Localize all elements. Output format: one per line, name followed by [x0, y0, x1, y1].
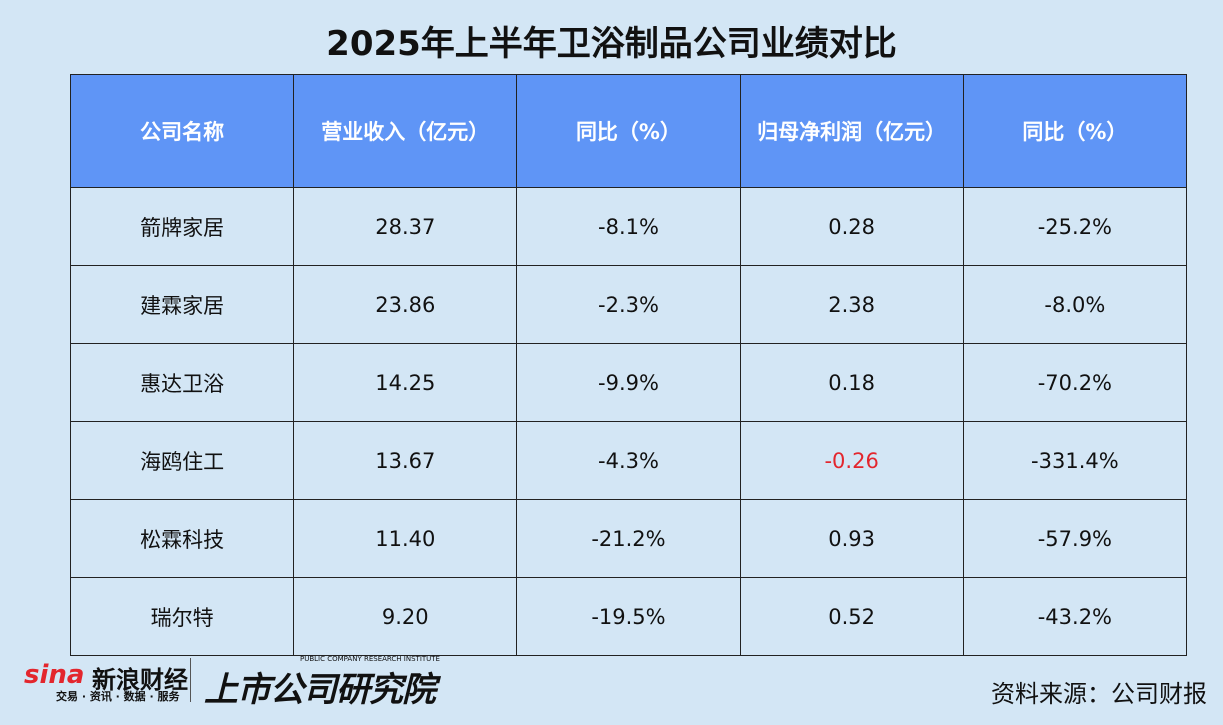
value-cell: -331.4%: [962, 421, 1188, 500]
institute: 上市公司研究院: [204, 670, 436, 710]
company-cell: 惠达卫浴: [69, 343, 295, 422]
table-row: 松霖科技 11.40 -21.2% 0.93 -57.9%: [69, 499, 1188, 578]
title: 2025年上半年卫浴制品公司业绩对比: [326, 24, 897, 64]
value-cell: 2.38: [739, 265, 964, 344]
table-row: 海鸥住工 13.67 -4.3% -0.26 -331.4%: [69, 421, 1188, 500]
value-cell: -57.9%: [962, 499, 1188, 578]
table-row: 箭牌家居 28.37 -8.1% 0.28 -25.2%: [69, 187, 1188, 266]
value-cell: -8.0%: [962, 265, 1188, 344]
value-cell: -8.1%: [516, 187, 741, 266]
value-cell: 9.20: [293, 577, 518, 656]
header-cell: 归母净利润（亿元）: [739, 74, 964, 188]
value-cell: 13.67: [293, 421, 518, 500]
value-cell: 0.18: [739, 343, 964, 422]
value-cell: -19.5%: [516, 577, 741, 656]
value-cell: -70.2%: [962, 343, 1188, 422]
value-cell: -43.2%: [962, 577, 1188, 656]
source: 资料来源：公司财报: [991, 680, 1207, 708]
value-cell: 0.93: [739, 499, 964, 578]
header-cell: 公司名称: [69, 74, 295, 188]
value-cell: -4.3%: [516, 421, 741, 500]
value-cell: 11.40: [293, 499, 518, 578]
table-row: 建霖家居 23.86 -2.3% 2.38 -8.0%: [69, 265, 1188, 344]
company-cell: 海鸥住工: [69, 421, 295, 500]
institute-en: PUBLIC COMPANY RESEARCH INSTITUTE: [300, 655, 440, 663]
company-cell: 松霖科技: [69, 499, 295, 578]
header-row: 公司名称 营业收入（亿元） 同比（%） 归母净利润（亿元） 同比（%）: [69, 74, 1188, 188]
value-cell: -9.9%: [516, 343, 741, 422]
table: 公司名称 营业收入（亿元） 同比（%） 归母净利润（亿元） 同比（%） 箭牌家居…: [69, 74, 1188, 656]
brand-name: 新浪财经: [92, 666, 188, 694]
brand-logo: sina: [24, 660, 85, 690]
header-cell: 营业收入（亿元）: [293, 74, 518, 188]
header-cell: 同比（%）: [962, 74, 1188, 188]
value-cell: 23.86: [293, 265, 518, 344]
company-cell: 箭牌家居: [69, 187, 295, 266]
value-cell: 28.37: [293, 187, 518, 266]
header-cell: 同比（%）: [516, 74, 741, 188]
value-cell: -2.3%: [516, 265, 741, 344]
value-cell: 0.52: [739, 577, 964, 656]
table-row: 瑞尔特 9.20 -19.5% 0.52 -43.2%: [69, 577, 1188, 656]
value-cell: -0.26: [739, 421, 964, 500]
value-cell: -21.2%: [516, 499, 741, 578]
value-cell: -25.2%: [962, 187, 1188, 266]
company-cell: 瑞尔特: [69, 577, 295, 656]
value-cell: 14.25: [293, 343, 518, 422]
table-row: 惠达卫浴 14.25 -9.9% 0.18 -70.2%: [69, 343, 1188, 422]
value-cell: 0.28: [739, 187, 964, 266]
table-body: 箭牌家居 28.37 -8.1% 0.28 -25.2% 建霖家居 23.86 -2.3% 2.…: [69, 187, 1188, 656]
brand-tagline: 交易 · 资讯 · 数据 · 服务: [56, 690, 180, 703]
separator: [190, 658, 191, 702]
company-cell: 建霖家居: [69, 265, 295, 344]
